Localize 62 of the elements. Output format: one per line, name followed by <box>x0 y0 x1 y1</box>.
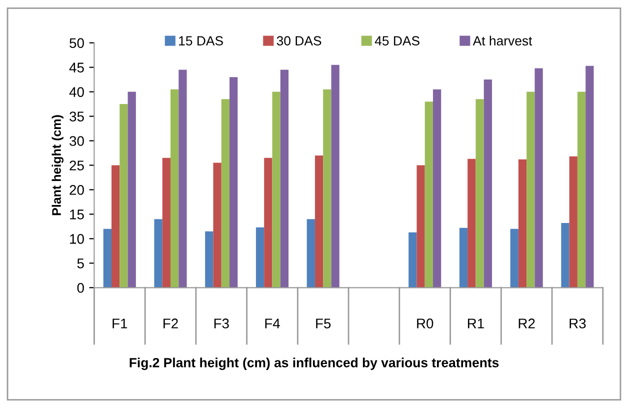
bar <box>178 70 187 288</box>
legend-label: 45 DAS <box>374 36 420 46</box>
bar <box>221 99 230 288</box>
bar <box>256 227 264 288</box>
bar <box>416 165 425 288</box>
y-axis-title: Plant height (cm) <box>52 115 64 216</box>
bar <box>314 155 324 288</box>
bar <box>272 92 280 288</box>
bar <box>154 219 162 288</box>
bar <box>510 228 518 288</box>
legend-label: 30 DAS <box>276 36 322 46</box>
bar <box>408 232 417 288</box>
bar <box>476 99 484 288</box>
y-tick-label: 45 <box>69 62 84 72</box>
bar <box>280 70 289 288</box>
x-tick-label: R3 <box>570 318 586 328</box>
bar <box>230 77 238 288</box>
bar <box>264 158 272 288</box>
bar <box>459 228 468 288</box>
y-tick-label: 20 <box>70 185 84 195</box>
bar <box>518 159 527 288</box>
caption: Fig.2 Plant height (cm) as influenced by various treatments <box>130 358 499 370</box>
bar <box>526 92 535 288</box>
y-tick-label: 40 <box>69 87 84 97</box>
bar <box>306 219 315 288</box>
y-tick-label: 35 <box>70 112 84 122</box>
x-tick-label: F2 <box>164 318 178 328</box>
x-tick-label: F5 <box>316 318 331 328</box>
bar <box>323 89 332 288</box>
bar <box>577 92 586 288</box>
x-tick-label: R0 <box>417 318 434 328</box>
x-tick-label: R2 <box>518 318 535 328</box>
bar <box>128 92 136 288</box>
y-tick-label: 0 <box>77 282 84 293</box>
bar <box>331 64 340 288</box>
bar <box>569 156 578 288</box>
bar <box>162 158 170 288</box>
bar <box>111 165 120 288</box>
bar <box>120 104 128 288</box>
bar <box>432 89 442 288</box>
y-tick-label: 50 <box>70 38 84 48</box>
bar <box>205 231 214 288</box>
bar <box>103 228 112 288</box>
bar <box>424 102 433 288</box>
y-tick-label: 15 <box>70 210 84 220</box>
bar <box>170 89 179 288</box>
y-tick-label: 5 <box>77 258 84 268</box>
bar <box>534 68 543 288</box>
x-tick-label: F4 <box>265 318 280 328</box>
x-tick-label: F1 <box>112 318 128 328</box>
legend-label: At harvest <box>472 36 532 46</box>
bar <box>468 158 476 288</box>
y-tick-label: 10 <box>70 234 84 244</box>
bar <box>484 80 492 288</box>
x-tick-label: R1 <box>468 318 484 328</box>
x-tick-label: F3 <box>214 318 229 328</box>
bar <box>213 162 222 288</box>
y-tick-label: 30 <box>70 136 84 146</box>
bar <box>586 66 594 288</box>
legend-label: 15 DAS <box>179 36 223 46</box>
bar <box>561 223 570 288</box>
y-tick-label: 25 <box>70 160 84 170</box>
